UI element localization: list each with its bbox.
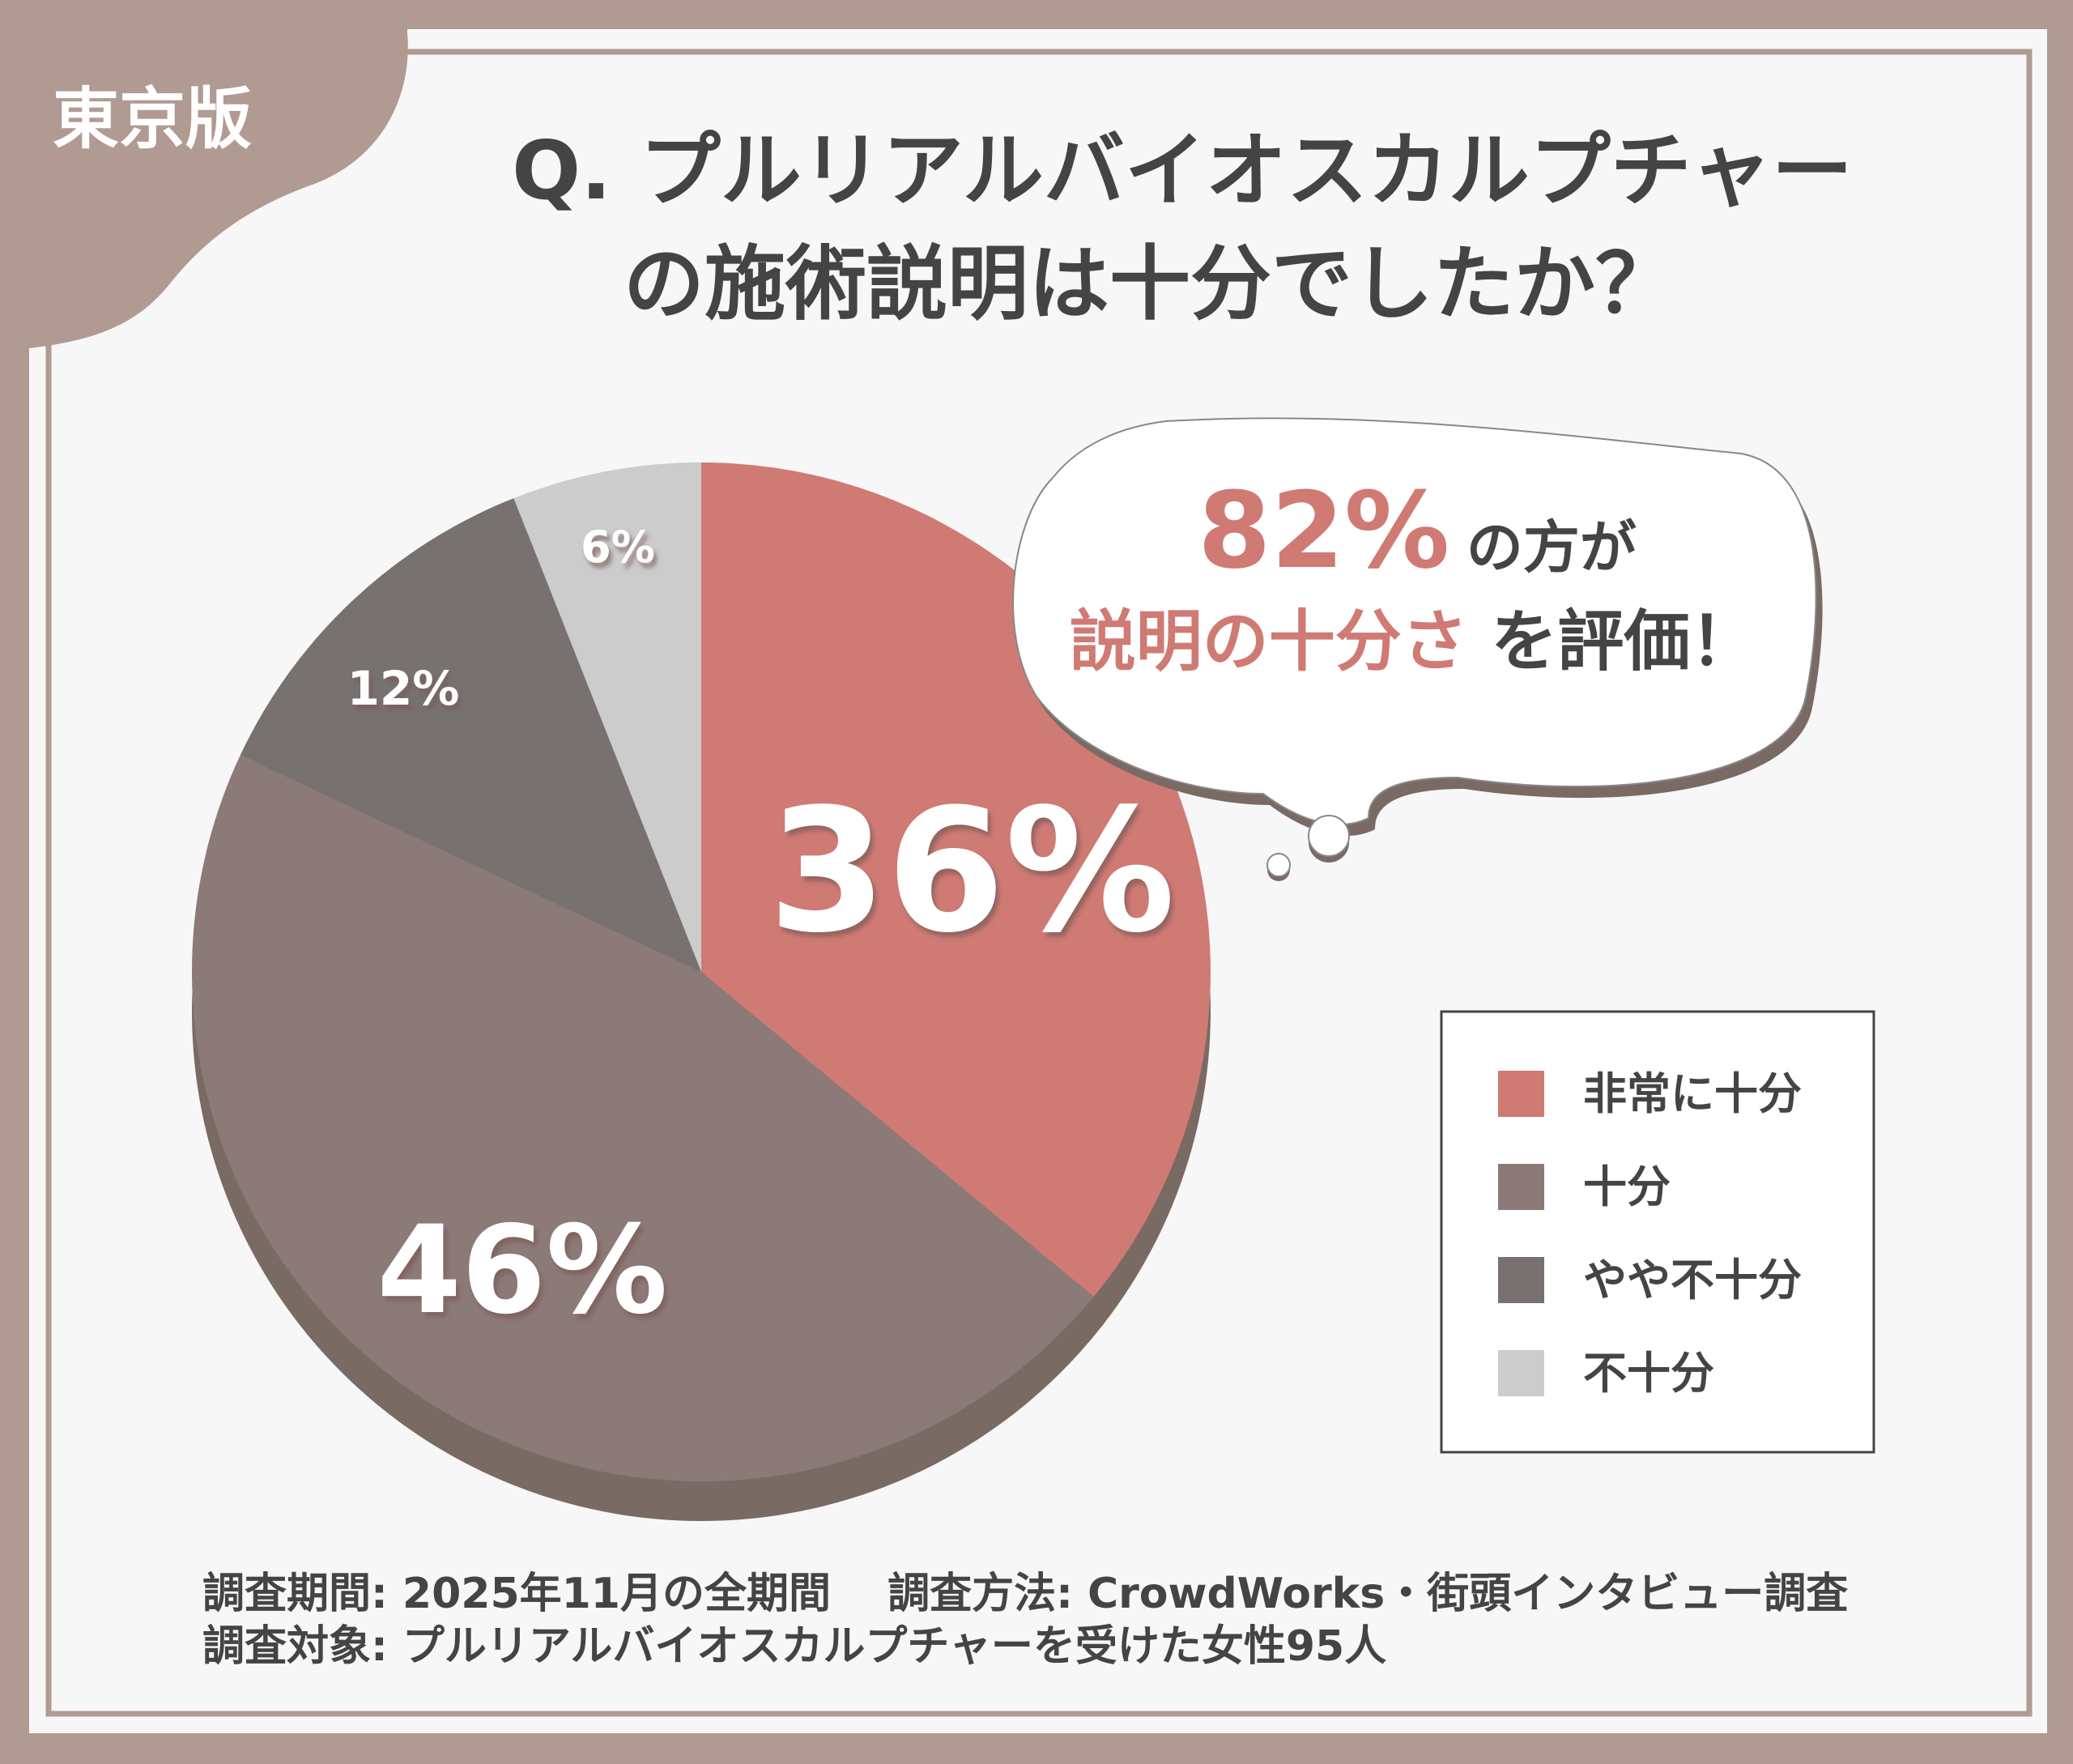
bubble-highlight-percent: 82% [1198,469,1449,592]
footer-survey-period-method: 調査期間: 2025年11月の全期間 調査方法: CrowdWorks・街頭イン… [202,1570,1848,1618]
inner-border [45,49,2033,1717]
legend-swatch [1498,1257,1544,1303]
pie-slice-2 [240,498,701,972]
svg-text:82% の方が: 82% の方が [1198,469,1637,592]
legend-label: 不十分 [1583,1348,1714,1399]
corner-tab [0,0,408,348]
legend-label: 非常に十分 [1583,1068,1802,1119]
slice-label-sufficient: 46% [377,1200,667,1341]
svg-text:説明の十分さ を評価！: 説明の十分さ を評価！ [1070,603,1757,680]
legend-label: やや不十分 [1583,1255,1802,1306]
title-line1: Q. プルリアルバイオスカルプチャー [512,123,1853,218]
legend-label: 十分 [1583,1161,1671,1212]
footer-survey-target: 調査対象: プルリアルバイオスカルプチャーを受けた女性95人 [202,1622,1386,1671]
bubble-line2-rest: を評価！ [1491,603,1756,680]
speech-bubble: 82% の方が 説明の十分さ を評価！ [1012,417,1823,881]
slice-label-somewhat-insufficient: 12% [347,661,460,716]
pie-slice-3 [513,462,701,972]
title-line2: の施術説明は十分でしたか？ [624,236,1676,331]
legend-swatch [1498,1350,1544,1396]
legend-swatch [1498,1164,1544,1210]
bubble-line2-highlight: 説明の十分さ [1070,603,1468,680]
slice-label-very-sufficient: 36% [768,772,1176,970]
bubble-line1-rest: の方が [1466,514,1637,581]
legend-swatch [1498,1071,1544,1117]
pie-slice-1 [191,755,1094,1482]
slice-label-insufficient: 6% [581,522,655,573]
region-badge: 東京版 [53,81,252,158]
